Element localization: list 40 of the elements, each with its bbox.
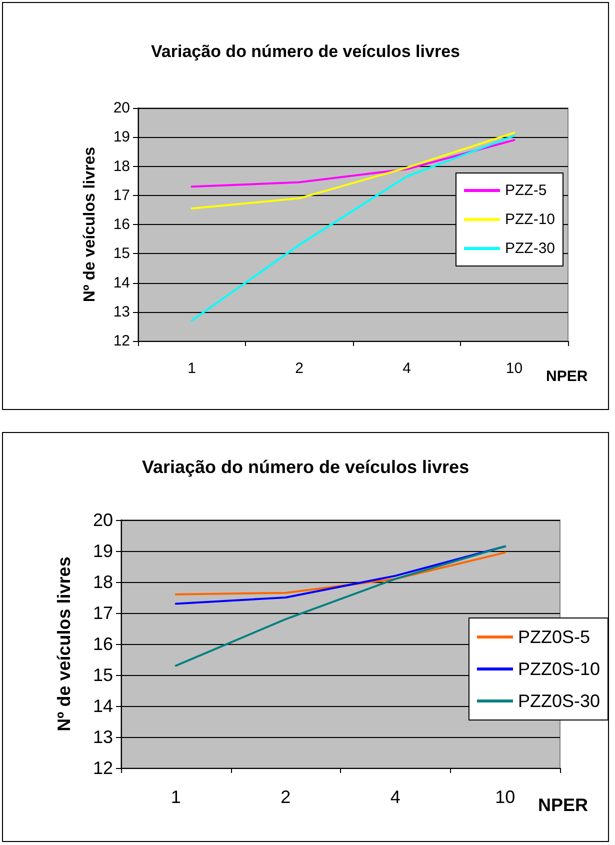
- x-axis-title: NPER: [546, 368, 588, 385]
- y-axis-title: Nº de veículos livres: [82, 146, 98, 302]
- y-tick-label: 14: [113, 274, 130, 292]
- y-tick-label: 18: [92, 572, 113, 592]
- y-tick-label: 18: [113, 158, 130, 175]
- y-tick-label: 19: [113, 128, 130, 146]
- x-axis-title: NPER: [538, 795, 588, 815]
- y-tick-label: 12: [92, 758, 113, 778]
- y-tick-label: 20: [113, 100, 130, 116]
- y-tick-label: 15: [113, 245, 130, 262]
- y-tick-label: 13: [113, 303, 130, 320]
- y-tick-label: 20: [92, 510, 113, 530]
- y-axis-title: Nº de veículos livres: [54, 556, 74, 732]
- x-tick-label: 1: [170, 787, 181, 807]
- line-series: [174, 545, 506, 667]
- x-tick-label: 10: [506, 360, 523, 377]
- legend-label: PZZ0S-30: [518, 691, 600, 711]
- chart-title: Variação do número de veículos livres: [142, 457, 470, 477]
- y-tick-label: 19: [92, 541, 113, 561]
- legend-label: PZZ-30: [504, 240, 556, 257]
- x-tick-label: 1: [188, 360, 196, 377]
- x-tick-label: 4: [390, 787, 400, 807]
- y-tick-label: 17: [113, 186, 130, 204]
- legend-label: PZZ0S-5: [518, 627, 590, 647]
- x-tick-label: 10: [495, 787, 516, 807]
- chart-title: Variação do número de veículos livres: [151, 42, 460, 61]
- legend-label: PZZ0S-10: [518, 659, 600, 679]
- y-tick-label: 16: [113, 216, 130, 233]
- x-tick-label: 2: [295, 360, 304, 377]
- y-tick-label: 13: [92, 727, 113, 747]
- y-tick-label: 17: [92, 603, 113, 623]
- y-tick-label: 12: [113, 332, 130, 350]
- x-tick-label: 4: [402, 360, 411, 377]
- legend-label: PZZ-5: [504, 182, 547, 199]
- y-tick-label: 15: [92, 665, 113, 685]
- y-tick-label: 16: [92, 634, 113, 654]
- x-tick-label: 2: [280, 787, 291, 807]
- y-tick-label: 14: [92, 696, 113, 716]
- line-series: [174, 552, 506, 596]
- legend-label: PZZ-10: [504, 211, 556, 228]
